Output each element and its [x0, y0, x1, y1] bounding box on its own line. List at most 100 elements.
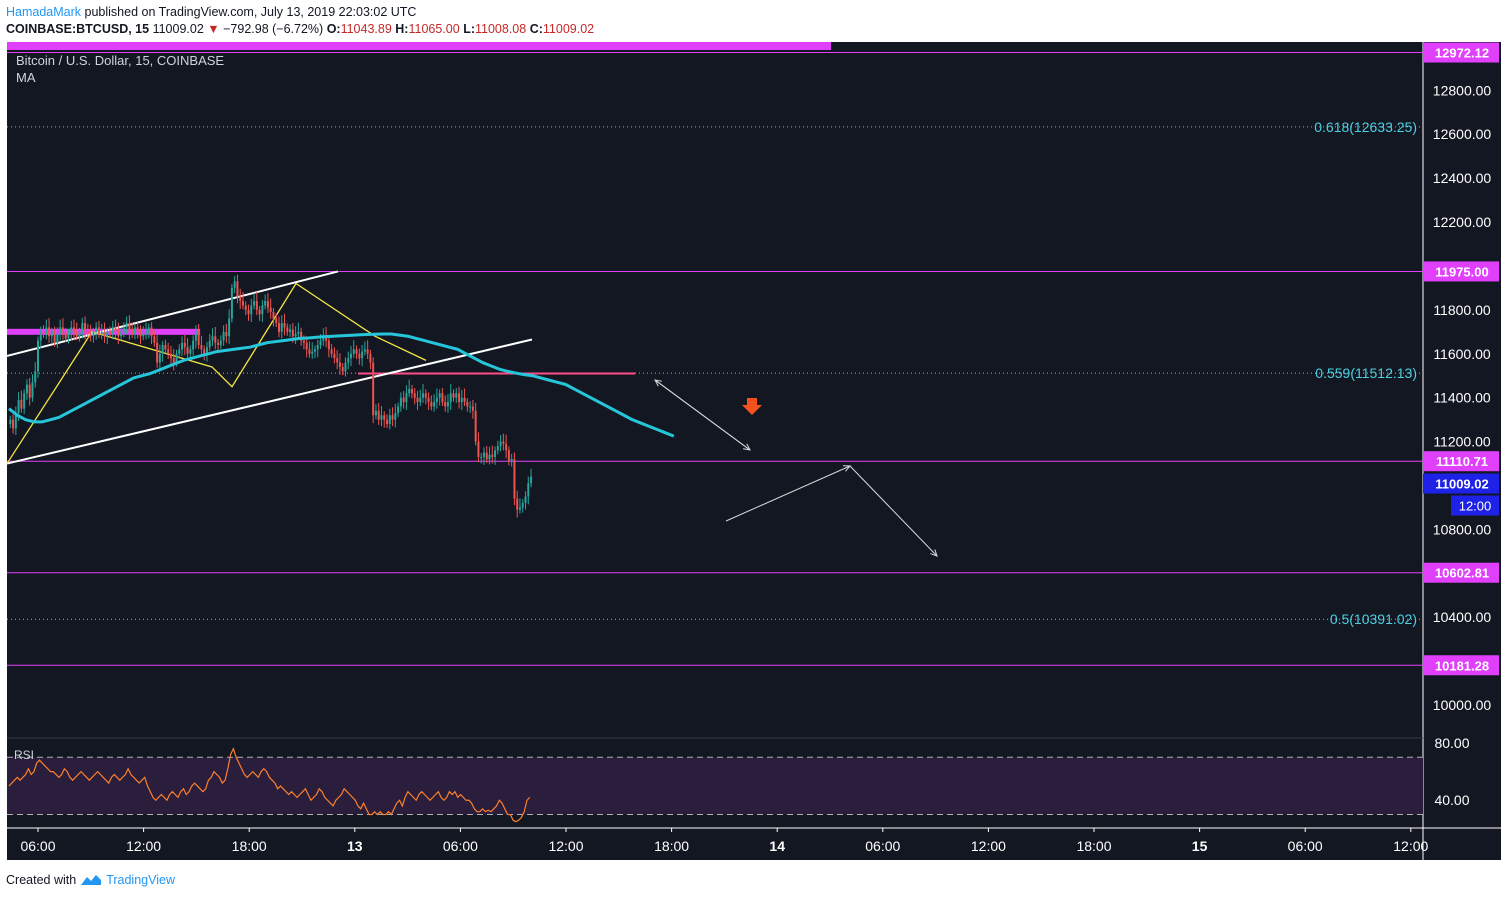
- candle-body: [521, 503, 524, 508]
- candle-body: [81, 323, 84, 332]
- candle-body: [156, 342, 159, 363]
- candle-body: [158, 353, 161, 363]
- footer: Created with TradingView: [6, 873, 175, 887]
- candle-body: [430, 402, 433, 407]
- candle-body: [34, 371, 37, 383]
- candle-body: [316, 344, 319, 350]
- time-tick-label: 12:00: [1393, 838, 1428, 854]
- candle-body: [302, 340, 305, 343]
- candle-body: [67, 334, 70, 339]
- time-tick-label: 12:00: [548, 838, 583, 854]
- candle-body: [244, 305, 247, 310]
- candle-body: [164, 344, 167, 350]
- candle-body: [111, 327, 114, 335]
- close-value: 11009.02: [542, 22, 595, 36]
- open-value: 11043.89: [340, 22, 392, 36]
- candle-body: [214, 336, 217, 343]
- candle-body: [189, 349, 192, 354]
- candle-body: [50, 331, 53, 337]
- candle-body: [250, 305, 253, 315]
- candle-body: [75, 331, 78, 337]
- candle-body: [205, 347, 208, 354]
- candle-body: [516, 498, 519, 510]
- candle-body: [455, 393, 458, 398]
- author-link[interactable]: HamadaMark: [6, 5, 82, 19]
- time-tick-label: 13: [347, 838, 363, 854]
- candle-body: [117, 331, 120, 337]
- change-value: −792.98 (−6.72%): [223, 22, 324, 36]
- candle-body: [372, 362, 375, 416]
- level-price-label: 12972.12: [1435, 46, 1489, 61]
- candle-body: [471, 406, 474, 411]
- candle-body: [460, 397, 463, 403]
- candle-body: [217, 342, 220, 345]
- tradingview-logo-icon: [81, 875, 102, 885]
- candle-body: [145, 331, 148, 335]
- candle-body: [446, 402, 449, 407]
- candle-body: [239, 296, 242, 302]
- price-tick-label: 10800.00: [1433, 521, 1492, 537]
- price-tick-label: 12800.00: [1433, 82, 1492, 98]
- candle-body: [399, 397, 402, 407]
- tradingview-brand[interactable]: TradingView: [106, 873, 175, 887]
- candle-body: [291, 329, 294, 337]
- candle-body: [197, 331, 200, 345]
- candle-body: [45, 327, 48, 335]
- candle-body: [391, 415, 394, 420]
- candle-body: [142, 334, 145, 337]
- high-label: H:: [395, 22, 409, 36]
- candle-body: [330, 349, 333, 354]
- candle-body: [482, 452, 485, 457]
- candle-body: [97, 327, 100, 335]
- candle-body: [28, 384, 31, 398]
- candle-body: [133, 327, 136, 335]
- candle-body: [499, 441, 502, 446]
- candle-body: [352, 349, 355, 354]
- candle-body: [264, 301, 267, 306]
- time-tick-label: 18:00: [654, 838, 689, 854]
- candle-body: [319, 340, 322, 345]
- candle-body: [261, 305, 264, 315]
- candle-body: [211, 336, 214, 341]
- candle-body: [441, 393, 444, 403]
- candle-body: [380, 415, 383, 420]
- time-tick-label: 06:00: [1288, 838, 1323, 854]
- indicator-legend: MA: [16, 70, 36, 85]
- candle-body: [253, 301, 256, 306]
- candle-body: [31, 382, 34, 398]
- chart-background: [7, 42, 1423, 860]
- low-value: 11008.08: [475, 22, 527, 36]
- zigzag-pattern: [6, 282, 427, 464]
- candle-body: [122, 327, 125, 332]
- projection-arrow-rebound: [725, 465, 851, 522]
- rsi-tick-label: 80.00: [1434, 735, 1469, 751]
- candle-body: [109, 331, 112, 335]
- time-tick-label: 15: [1192, 838, 1208, 854]
- candle-body: [347, 358, 350, 363]
- candle-body: [480, 456, 483, 458]
- candle-body: [277, 323, 280, 332]
- price-tick-label: 12200.00: [1433, 214, 1492, 230]
- candle-body: [286, 327, 289, 332]
- candles: [9, 274, 533, 518]
- level-price-tag: [1423, 562, 1499, 583]
- candle-body: [194, 331, 197, 341]
- candle-body: [327, 340, 330, 350]
- projection-arrow-down-head: [743, 443, 751, 451]
- candle-body: [70, 327, 73, 335]
- projection-arrow-drop: [849, 465, 938, 557]
- candle-body: [397, 406, 400, 414]
- time-tick-label: 06:00: [865, 838, 900, 854]
- published-text: published on TradingView.com, July 13, 2…: [84, 5, 417, 19]
- candle-body: [283, 323, 286, 328]
- candle-body: [64, 331, 67, 339]
- candle-body: [474, 410, 477, 442]
- candle-body: [305, 342, 308, 350]
- candle-body: [53, 331, 56, 343]
- candle-body: [95, 327, 98, 332]
- candle-body: [341, 366, 344, 372]
- candle-body: [507, 450, 510, 462]
- candle-body: [377, 410, 380, 420]
- candle-body: [433, 402, 436, 407]
